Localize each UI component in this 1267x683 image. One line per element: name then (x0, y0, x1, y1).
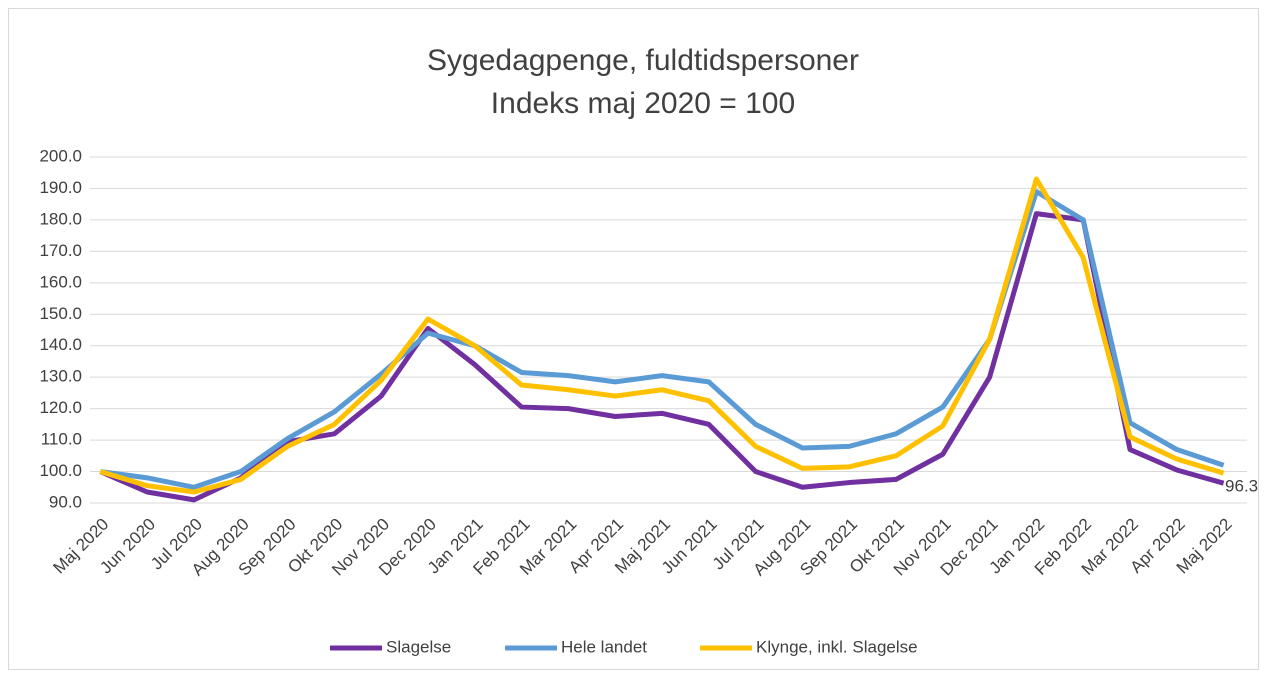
data-label: 96.3 (1225, 477, 1258, 496)
legend-label: Klynge, inkl. Slagelse (756, 637, 918, 656)
y-tick-label: 160.0 (39, 272, 82, 291)
y-tick-label: 130.0 (39, 367, 82, 386)
chart-frame (8, 8, 1259, 670)
y-tick-label: 100.0 (39, 461, 82, 480)
chart-title: Sygedagpenge, fuldtidspersoner (427, 44, 859, 77)
y-tick-label: 180.0 (39, 209, 82, 228)
legend-label: Hele landet (561, 637, 647, 656)
y-tick-label: 110.0 (41, 430, 82, 449)
legend-label: Slagelse (386, 637, 451, 656)
series-line (99, 176, 1225, 495)
y-tick-label: 140.0 (39, 335, 82, 354)
series-line (100, 189, 1225, 490)
y-tick-label: 190.0 (39, 178, 82, 197)
y-tick-label: 150.0 (39, 304, 82, 323)
series-line (99, 211, 1225, 503)
y-tick-label: 170.0 (39, 241, 82, 260)
y-tick-label: 120.0 (39, 398, 82, 417)
y-tick-label: 200.0 (39, 146, 82, 165)
chart-subtitle: Indeks maj 2020 = 100 (491, 87, 795, 120)
y-tick-label: 90.0 (49, 492, 82, 511)
